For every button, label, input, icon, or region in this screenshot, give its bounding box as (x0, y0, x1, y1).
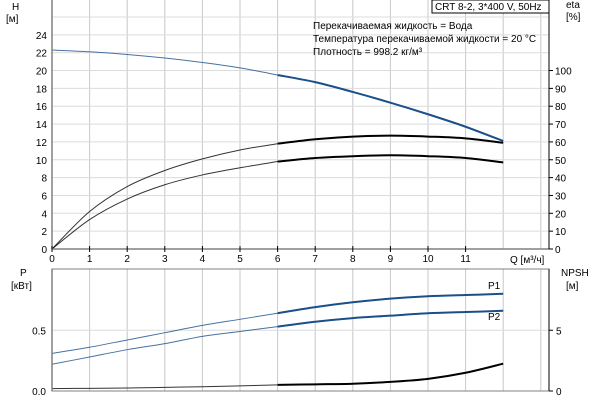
h-axis-unit: [м] (6, 14, 19, 25)
h-tick-label: 24 (36, 31, 48, 42)
p2-curve-thin (51, 326, 278, 365)
h-tick-label: 18 (36, 84, 48, 95)
lower-grid (52, 269, 549, 391)
eta-tick-label: 60 (555, 138, 567, 149)
p-axis-label: P (20, 268, 27, 279)
eta-tick-label: 80 (555, 102, 567, 113)
eta-tick-label: 50 (555, 156, 567, 167)
p-tick-label: 0.5 (32, 326, 46, 337)
h-tick-label: 14 (36, 120, 48, 131)
x-tick-label: 6 (275, 254, 281, 265)
h-axis-label: H (12, 2, 19, 13)
x-tick-label: 11 (460, 254, 471, 265)
p1-curve (277, 292, 504, 315)
x-tick-label: 8 (350, 254, 356, 265)
eta-tick-label: 40 (555, 174, 567, 185)
h-tick-label: 10 (36, 156, 48, 167)
x-tick-label: 9 (388, 254, 394, 265)
eta-tick-label: 90 (555, 84, 567, 95)
x-tick-label: 3 (162, 254, 168, 265)
p-tick-label: 0.0 (32, 387, 46, 398)
p-axis-unit: [кВт] (11, 281, 32, 292)
title-box (431, 0, 550, 14)
npsh-axis-label: NPSH (561, 268, 589, 279)
h-tick-label: 16 (36, 102, 48, 113)
h-tick-label: 8 (41, 174, 47, 185)
eta-tick-label: 30 (555, 191, 567, 202)
h-tick-label: 12 (36, 138, 48, 149)
x-tick-label: 1 (87, 254, 93, 265)
x-tick-label: 7 (312, 254, 318, 265)
h-tick-label: 22 (36, 49, 48, 60)
p1-label: P1 (488, 281, 501, 292)
eta-tick-label: 70 (555, 120, 567, 131)
annotation-liquid: Перекачиваемая жидкость = Вода (313, 21, 473, 32)
npsh-curve (277, 362, 504, 386)
eta-axis-label: eta (566, 0, 580, 11)
eta-tick-label: 20 (555, 209, 567, 220)
eta-tick-label: 10 (555, 227, 567, 238)
eta-curve-lower (277, 154, 504, 164)
annotation-temperature: Температура перекачиваемой жидкости = 20… (313, 34, 536, 45)
curves (51, 49, 504, 390)
eta-curve-upper (277, 134, 504, 145)
q-axis-label: Q [м³/ч] (510, 255, 545, 266)
axes: 0 1 2 3 4 5 6 7 8 9 10 1102468101214161820222401020… (32, 0, 572, 398)
h-tick-label: 2 (41, 227, 47, 238)
eta-tick-label: 100 (555, 67, 572, 78)
p2-curve (277, 309, 504, 328)
npsh-axis-unit: [м] (566, 281, 579, 292)
x-tick-label: 4 (200, 254, 206, 265)
h-tick-label: 6 (41, 191, 47, 202)
head-curve (277, 74, 504, 142)
p2-label: P2 (488, 312, 501, 323)
h-tick-label: 0 (41, 245, 47, 256)
eta-tick-label: 0 (555, 245, 561, 256)
x-tick-label: 5 (237, 254, 243, 265)
npsh-tick-label: 0 (556, 387, 562, 398)
eta-axis-unit: [%] (566, 12, 581, 23)
h-tick-label: 4 (41, 209, 47, 220)
npsh-curve-thin (51, 384, 278, 390)
x-tick-label: 0 (49, 254, 55, 265)
x-tick-label: 10 (422, 254, 434, 265)
h-tick-label: 20 (36, 67, 48, 78)
npsh-tick-label: 5 (556, 326, 562, 337)
p1-curve-thin (51, 312, 278, 354)
head-curve-thin (51, 49, 278, 76)
chart-title: CRT 8-2, 3*400 V, 50Hz (435, 2, 542, 13)
x-tick-label: 2 (124, 254, 130, 265)
eta-curve-upper-thin (51, 143, 278, 250)
eta-curve-lower-thin (51, 161, 278, 250)
annotation-density: Плотность = 998.2 кг/м³ (313, 47, 423, 58)
